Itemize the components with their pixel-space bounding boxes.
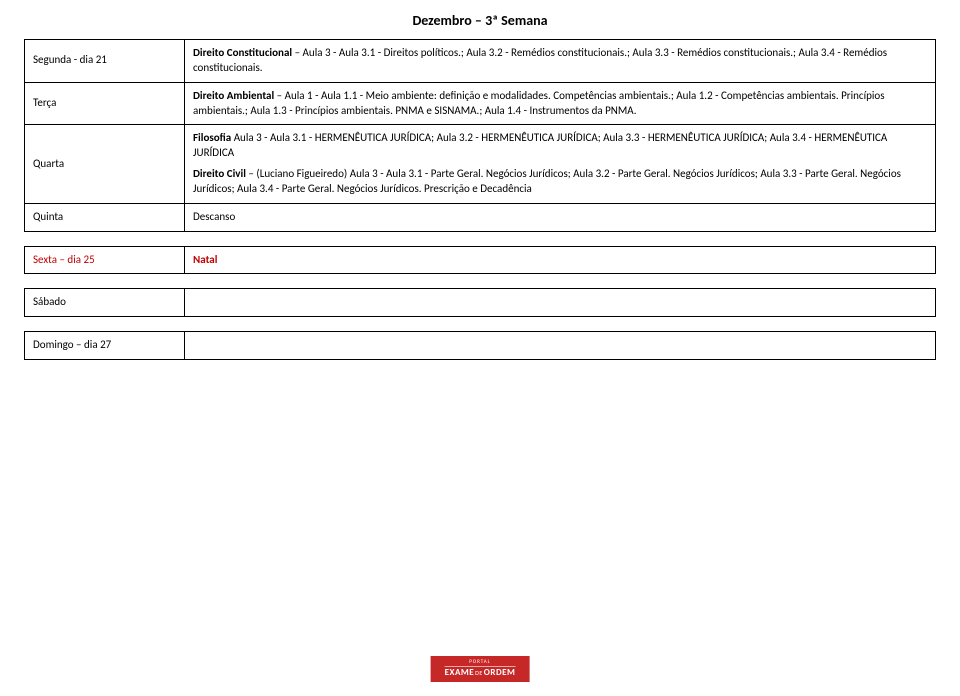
subject-label: Filosofia bbox=[193, 131, 231, 144]
footer-logo: PORTAL EXAMEDEORDEM bbox=[431, 656, 530, 682]
logo-main-text: EXAMEDEORDEM bbox=[445, 668, 516, 678]
schedule-table-main: Segunda - dia 21 Direito Constitucional … bbox=[24, 39, 936, 232]
schedule-table-sexta: Sexta – dia 25 Natal bbox=[24, 246, 936, 275]
logo-top-text: PORTAL bbox=[445, 660, 516, 668]
day-cell-sabado: Sábado bbox=[25, 289, 185, 317]
day-cell-domingo: Domingo – dia 27 bbox=[25, 332, 185, 360]
content-cell-domingo bbox=[185, 332, 936, 360]
day-cell-segunda: Segunda - dia 21 bbox=[25, 40, 185, 83]
schedule-table-domingo: Domingo – dia 27 bbox=[24, 331, 936, 360]
content-cell-sabado bbox=[185, 289, 936, 317]
page-title: Dezembro – 3ª Semana bbox=[24, 12, 936, 29]
content-cell-quinta: Descanso bbox=[185, 203, 936, 231]
table-row: Sábado bbox=[25, 289, 936, 317]
day-cell-quarta: Quarta bbox=[25, 125, 185, 203]
content-cell-segunda: Direito Constitucional – Aula 3 - Aula 3… bbox=[185, 40, 936, 83]
table-row: Domingo – dia 27 bbox=[25, 332, 936, 360]
table-row: Segunda - dia 21 Direito Constitucional … bbox=[25, 40, 936, 83]
subject-label: Direito Constitucional bbox=[193, 46, 292, 59]
table-row: Quinta Descanso bbox=[25, 203, 936, 231]
logo-word-de: DE bbox=[475, 669, 483, 677]
content-cell-quarta: Filosofia Aula 3 - Aula 3.1 - HERMENÊUTI… bbox=[185, 125, 936, 203]
subject-text: – (Luciano Figueiredo) Aula 3 - Aula 3.1… bbox=[193, 167, 901, 195]
table-row: Sexta – dia 25 Natal bbox=[25, 246, 936, 274]
schedule-table-sabado: Sábado bbox=[24, 288, 936, 317]
subject-label: Direito Civil bbox=[193, 167, 246, 180]
subject-label: Direito Ambiental bbox=[193, 89, 274, 102]
subject-text: – Aula 3 - Aula 3.1 - Direitos políticos… bbox=[193, 46, 887, 74]
table-row: Quarta Filosofia Aula 3 - Aula 3.1 - HER… bbox=[25, 125, 936, 203]
content-cell-sexta: Natal bbox=[185, 246, 936, 274]
day-cell-quinta: Quinta bbox=[25, 203, 185, 231]
day-cell-terca: Terça bbox=[25, 82, 185, 125]
subject-text: Aula 3 - Aula 3.1 - HERMENÊUTICA JURÍDIC… bbox=[193, 131, 887, 159]
logo-word-ordem: ORDEM bbox=[484, 667, 516, 678]
table-row: Terça Direito Ambiental – Aula 1 - Aula … bbox=[25, 82, 936, 125]
logo-word-exame: EXAME bbox=[445, 667, 475, 678]
day-cell-sexta: Sexta – dia 25 bbox=[25, 246, 185, 274]
subject-text: – Aula 1 - Aula 1.1 - Meio ambiente: def… bbox=[193, 89, 885, 117]
content-cell-terca: Direito Ambiental – Aula 1 - Aula 1.1 - … bbox=[185, 82, 936, 125]
